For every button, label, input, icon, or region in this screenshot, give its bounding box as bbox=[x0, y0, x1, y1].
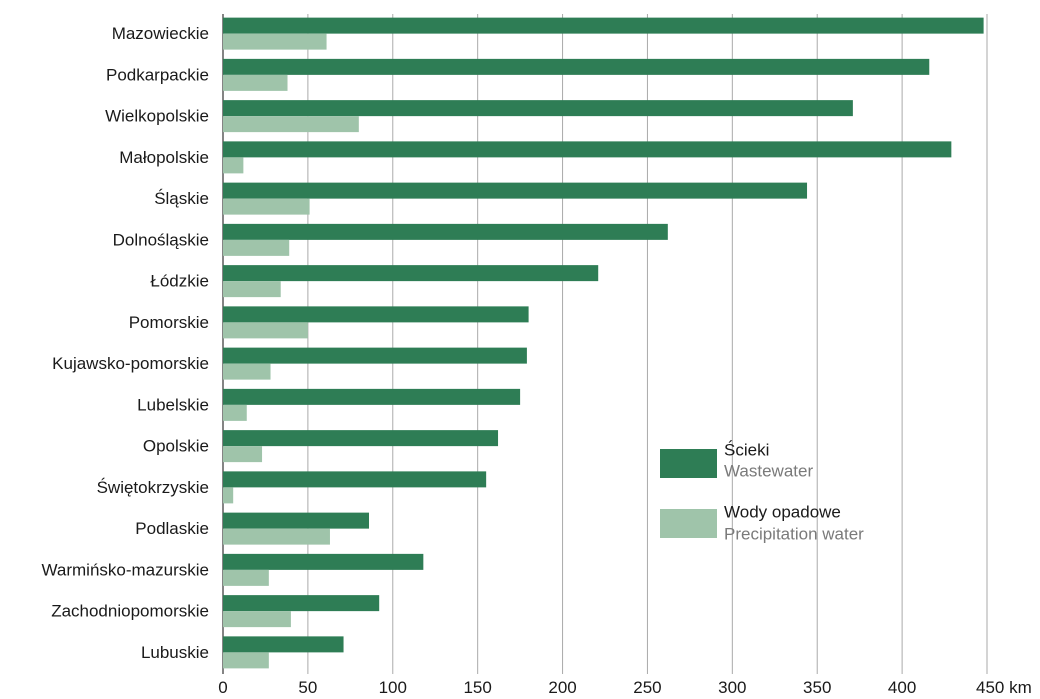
legend-sublabel-wastewater: Wastewater bbox=[724, 461, 813, 480]
bar-precipitation bbox=[223, 611, 291, 628]
x-tick-label: 50 bbox=[298, 678, 317, 697]
bar-precipitation bbox=[223, 569, 269, 586]
bar-wastewater bbox=[223, 58, 930, 75]
x-tick-label: 0 bbox=[218, 678, 227, 697]
x-axis-tick-labels: 0 50 100 150 200 250 300 350 400 450 km bbox=[218, 678, 1031, 697]
category-label: Wielkopolskie bbox=[105, 107, 209, 126]
bar-wastewater bbox=[223, 265, 599, 282]
category-labels: Mazowieckie Podkarpackie Wielkopolskie Mało… bbox=[41, 24, 209, 662]
x-tick-label: 250 bbox=[633, 678, 661, 697]
category-label: Zachodniopomorskie bbox=[51, 602, 209, 621]
bar-precipitation bbox=[223, 33, 327, 50]
category-label: Świętokrzyskie bbox=[97, 478, 209, 497]
bar-wastewater bbox=[223, 100, 853, 117]
category-label: Opolskie bbox=[143, 437, 209, 456]
bar-precipitation bbox=[223, 157, 244, 174]
bar-wastewater bbox=[223, 347, 527, 364]
legend-swatch-precipitation bbox=[660, 509, 717, 538]
bar-precipitation bbox=[223, 198, 310, 215]
x-tick-label: 350 bbox=[803, 678, 831, 697]
bar-wastewater bbox=[223, 306, 529, 323]
category-label: Dolnośląskie bbox=[113, 230, 209, 249]
category-label: Łódzkie bbox=[150, 272, 209, 291]
x-tick-label: 400 bbox=[888, 678, 916, 697]
bar-wastewater bbox=[223, 141, 952, 158]
bar-precipitation bbox=[223, 281, 281, 298]
bar-precipitation bbox=[223, 74, 288, 91]
category-label: Małopolskie bbox=[119, 148, 209, 167]
bar-wastewater bbox=[223, 182, 808, 199]
bar-wastewater bbox=[223, 430, 499, 447]
bar-precipitation bbox=[223, 404, 247, 421]
bar-precipitation bbox=[223, 446, 263, 463]
bar-precipitation bbox=[223, 487, 234, 504]
x-tick-label: 100 bbox=[379, 678, 407, 697]
category-label: Pomorskie bbox=[129, 313, 209, 332]
legend-label-precipitation: Wody opadowe bbox=[724, 502, 841, 521]
bar-wastewater bbox=[223, 471, 487, 488]
bars bbox=[223, 17, 984, 669]
legend-label-wastewater: Ścieki bbox=[724, 440, 769, 459]
bar-wastewater bbox=[223, 223, 668, 240]
category-label: Mazowieckie bbox=[112, 24, 209, 43]
bar-wastewater bbox=[223, 595, 380, 612]
category-label: Kujawsko-pomorskie bbox=[52, 354, 209, 373]
bar-wastewater bbox=[223, 17, 984, 34]
bar-precipitation bbox=[223, 322, 308, 339]
x-tick-label: 300 bbox=[718, 678, 746, 697]
category-label: Warmińsko-mazurskie bbox=[41, 560, 209, 579]
legend: Ścieki Wastewater Wody opadowe Precipita… bbox=[660, 440, 864, 543]
x-tick-label: 150 bbox=[463, 678, 491, 697]
category-label: Lubelskie bbox=[137, 395, 209, 414]
x-tick-label: 200 bbox=[548, 678, 576, 697]
bar-precipitation bbox=[223, 116, 359, 133]
bar-precipitation bbox=[223, 363, 271, 380]
x-tick-label: 450 km bbox=[976, 678, 1032, 697]
category-label: Lubuskie bbox=[141, 643, 209, 662]
bar-wastewater bbox=[223, 388, 521, 405]
bar-precipitation bbox=[223, 652, 269, 669]
legend-sublabel-precipitation: Precipitation water bbox=[724, 524, 864, 543]
bar-wastewater bbox=[223, 512, 370, 529]
bar-wastewater bbox=[223, 636, 344, 653]
bar-precipitation bbox=[223, 239, 290, 256]
bar-precipitation bbox=[223, 528, 330, 545]
category-label: Podkarpackie bbox=[106, 65, 209, 84]
bar-wastewater bbox=[223, 553, 424, 570]
legend-swatch-wastewater bbox=[660, 449, 717, 478]
category-label: Podlaskie bbox=[135, 519, 209, 538]
category-label: Śląskie bbox=[154, 189, 209, 208]
